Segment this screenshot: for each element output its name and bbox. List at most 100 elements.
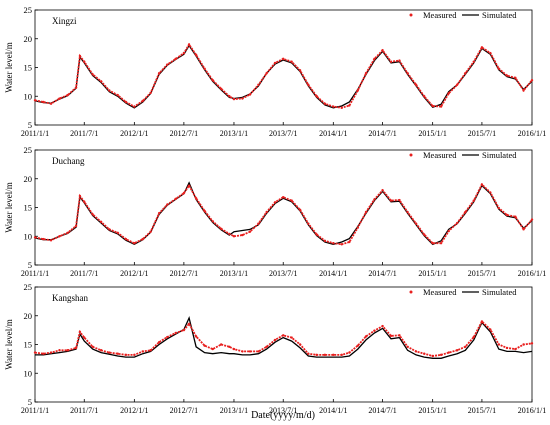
measured-point	[489, 328, 492, 331]
measured-point	[49, 239, 53, 242]
measured-point	[514, 76, 517, 80]
measured-point	[315, 353, 318, 357]
measured-point	[480, 183, 484, 186]
measured-point	[58, 349, 61, 352]
measured-series-trace	[34, 42, 533, 109]
measured-point	[232, 97, 236, 101]
measured-point	[182, 328, 186, 332]
measured-point	[91, 345, 94, 348]
measured-point	[497, 343, 500, 346]
measured-point	[447, 351, 450, 354]
legend: Measured Simulated	[409, 150, 517, 160]
x-tick-label: 2011/1/1	[21, 129, 49, 138]
measured-point	[455, 349, 459, 352]
y-tick-label: 5	[28, 397, 32, 407]
measured-point	[398, 334, 401, 337]
chart-panel-xingzi: 5 10 15 20 25 2011/1/1 2011/7/1 2012/1/1 2012/7/…	[4, 5, 546, 138]
measured-point	[166, 203, 169, 206]
measured-point	[83, 60, 86, 63]
measured-point	[232, 235, 236, 238]
y-tick-label: 5	[28, 120, 32, 130]
measured-point	[381, 49, 384, 52]
y-tick-label: 25	[24, 145, 33, 155]
x-tick-label: 2014/7/1	[368, 129, 396, 138]
measured-point	[307, 352, 310, 355]
measured-point	[364, 72, 368, 75]
measured-point	[282, 334, 285, 337]
measured-point	[124, 100, 128, 104]
measured-point	[356, 344, 360, 347]
x-tick-label: 2015/7/1	[468, 269, 496, 278]
y-tick-label: 25	[24, 5, 33, 15]
measured-point	[332, 353, 335, 357]
legend-measured-label: Measured	[423, 10, 457, 20]
measured-point	[389, 334, 393, 338]
measured-point	[406, 72, 409, 75]
measured-point	[157, 341, 161, 344]
measured-point	[166, 63, 169, 66]
measured-point	[307, 222, 310, 225]
x-tick-label: 2011/1/1	[21, 406, 49, 415]
measured-point	[187, 322, 191, 325]
legend-measured-marker	[409, 290, 413, 294]
x-tick-label: 2011/7/1	[70, 129, 98, 138]
chart-panel-kangshan: 5 10 15 20 25 2011/1/1 2011/7/1 2012/1/1 2012/7/…	[4, 282, 546, 415]
measured-point	[66, 93, 69, 97]
y-tick-label: 10	[24, 91, 33, 101]
measured-point	[505, 213, 509, 217]
x-tick-label: 2014/1/1	[319, 129, 347, 138]
measured-point	[489, 51, 492, 55]
measured-point	[194, 53, 198, 57]
measured-point	[439, 353, 443, 357]
measured-point	[157, 212, 161, 215]
measured-point	[174, 57, 177, 61]
measured-point	[332, 241, 335, 245]
measured-point	[332, 105, 335, 108]
measured-point	[149, 349, 152, 352]
measured-point	[356, 226, 360, 229]
x-tick-label: 2016/1/1	[518, 406, 546, 415]
measured-point	[315, 95, 318, 98]
measured-point	[455, 221, 459, 225]
measured-point	[439, 105, 443, 108]
measured-point	[49, 102, 53, 105]
measured-point	[348, 351, 351, 354]
measured-point	[42, 352, 45, 355]
measured-point	[116, 93, 119, 97]
simulated-series-line	[34, 181, 533, 246]
measured-point	[219, 87, 223, 90]
measured-point	[472, 335, 475, 339]
measured-point	[66, 349, 69, 352]
measured-point	[356, 89, 360, 92]
measured-point	[187, 184, 191, 187]
chart-panel-duchang: 5 10 15 20 25 2011/1/1 2011/7/1 2012/1/1 2012/7/…	[4, 145, 546, 278]
measured-point	[58, 235, 61, 238]
measured-point	[530, 218, 534, 221]
measured-point	[241, 350, 244, 353]
measured-point	[58, 97, 61, 100]
measured-point	[91, 73, 94, 76]
x-tick-label: 2013/7/1	[269, 269, 297, 278]
measured-point	[414, 350, 418, 353]
measured-point	[182, 191, 186, 195]
legend-measured-marker	[409, 153, 413, 157]
legend: Measured Simulated	[409, 287, 517, 297]
x-tick-label: 2015/7/1	[468, 129, 496, 138]
measured-point	[248, 350, 252, 353]
measured-point	[78, 54, 82, 58]
measured-point	[323, 239, 327, 243]
measured-point	[423, 352, 426, 355]
legend-measured-marker	[409, 13, 413, 17]
measured-point	[124, 353, 128, 357]
measured-point	[74, 346, 78, 350]
measured-point	[431, 104, 434, 108]
measured-point	[364, 335, 368, 338]
measured-point	[315, 233, 318, 236]
measured-point	[187, 43, 191, 46]
measured-point	[381, 324, 384, 328]
measured-point	[323, 102, 327, 105]
measured-point	[141, 237, 144, 241]
x-tick-label: 2012/1/1	[120, 129, 148, 138]
panel-title: Duchang	[52, 156, 85, 166]
x-tick-label: 2013/7/1	[269, 406, 297, 415]
